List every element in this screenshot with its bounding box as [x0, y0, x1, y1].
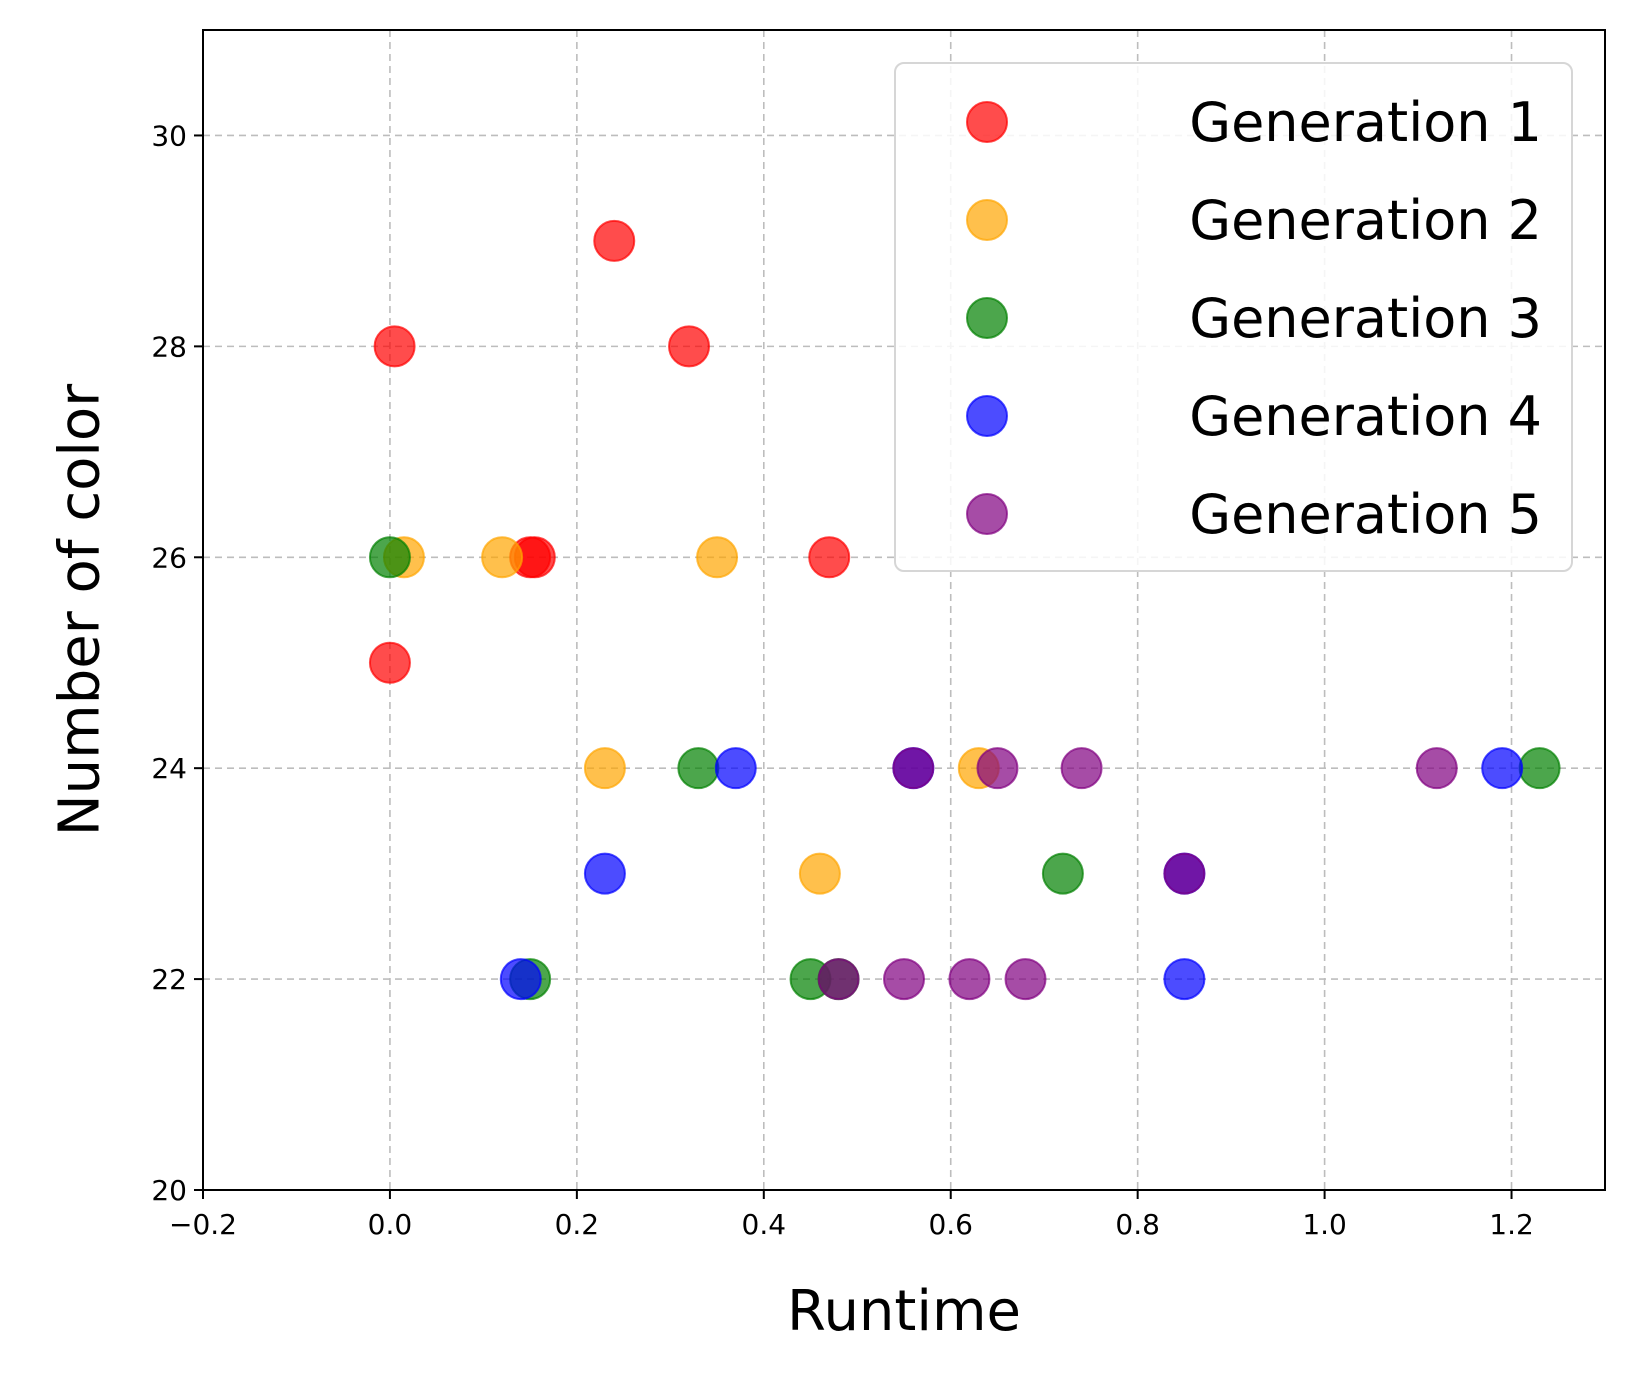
x-tick-label: 0.0	[368, 1208, 413, 1241]
x-tick-label: 0.2	[555, 1208, 600, 1241]
x-tick-label: 1.2	[1489, 1208, 1534, 1241]
legend-label: Generation 1	[1189, 91, 1542, 154]
series-1	[368, 219, 851, 684]
legend-marker	[966, 199, 1008, 241]
legend-box	[894, 62, 1573, 572]
legend-label: Generation 4	[1189, 385, 1542, 448]
data-point	[368, 641, 411, 684]
data-point	[583, 852, 626, 895]
data-point	[481, 536, 524, 579]
x-tick-label: 0.8	[1115, 1208, 1160, 1241]
plot-frame	[202, 29, 1606, 1191]
data-point	[696, 536, 739, 579]
series-5	[817, 747, 1458, 1001]
data-point	[948, 958, 991, 1001]
data-point	[1004, 958, 1047, 1001]
data-point	[808, 536, 851, 579]
y-tick-label: 22	[151, 963, 187, 996]
data-point	[677, 747, 720, 790]
data-point	[668, 325, 711, 368]
data-point	[976, 747, 1019, 790]
data-point	[499, 958, 542, 1001]
data-point	[883, 958, 925, 1001]
data-point	[373, 325, 416, 368]
data-point	[1415, 747, 1458, 790]
y-tick-label: 24	[151, 752, 187, 785]
data-point	[593, 219, 636, 262]
y-tick-label: 20	[151, 1174, 187, 1207]
x-tick-label: −0.2	[169, 1208, 237, 1241]
legend-marker	[966, 297, 1008, 339]
data-point	[798, 852, 841, 895]
y-tick-label: 30	[151, 119, 187, 152]
y-tick-label: 26	[151, 541, 187, 574]
data-point	[1163, 852, 1206, 895]
data-point	[714, 747, 757, 790]
data-point	[1518, 747, 1561, 790]
axis-ticks: −0.2 0.0 0.2 0.4 0.6 0.8 1.0 1.2 20 22 24 26 28 30	[151, 119, 1533, 1241]
data-point	[583, 747, 626, 790]
legend-label: Generation 5	[1189, 483, 1542, 546]
y-tick-label: 28	[151, 330, 187, 363]
y-axis-label: Number of color	[48, 383, 113, 836]
data-point	[817, 958, 860, 1001]
legend: Generation 1 Generation 2 Generation 3 Gene…	[894, 62, 1573, 572]
data-point	[1041, 852, 1084, 895]
x-tick-label: 0.6	[928, 1208, 973, 1241]
x-axis-label: Runtime	[787, 1279, 1021, 1344]
data-point	[892, 747, 935, 790]
data-point	[368, 536, 411, 579]
series-4	[499, 747, 1524, 1001]
legend-marker	[966, 493, 1008, 535]
legend-label: Generation 3	[1189, 287, 1542, 350]
legend-label: Generation 2	[1189, 189, 1542, 252]
legend-marker	[966, 101, 1008, 143]
data-point	[1481, 747, 1524, 790]
data-point	[1163, 958, 1206, 1001]
data-point	[1060, 747, 1103, 790]
data-points	[368, 219, 1561, 1001]
x-tick-label: 0.4	[742, 1208, 787, 1241]
legend-marker	[966, 395, 1008, 437]
x-tick-label: 1.0	[1302, 1208, 1347, 1241]
